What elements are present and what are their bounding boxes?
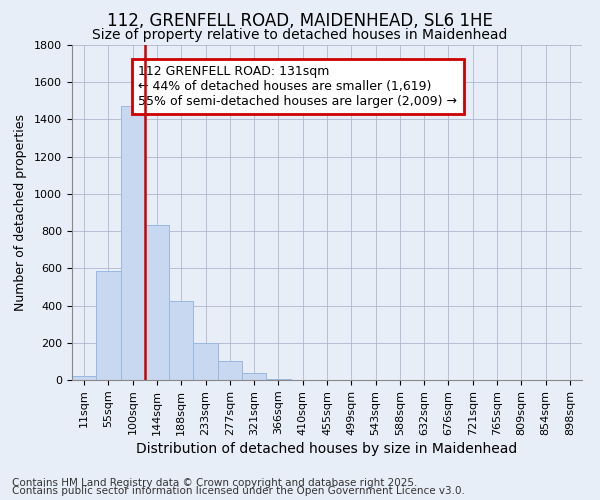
Y-axis label: Number of detached properties: Number of detached properties	[14, 114, 27, 311]
Text: Contains HM Land Registry data © Crown copyright and database right 2025.: Contains HM Land Registry data © Crown c…	[12, 478, 418, 488]
Text: 112 GRENFELL ROAD: 131sqm
← 44% of detached houses are smaller (1,619)
55% of se: 112 GRENFELL ROAD: 131sqm ← 44% of detac…	[139, 65, 457, 108]
X-axis label: Distribution of detached houses by size in Maidenhead: Distribution of detached houses by size …	[136, 442, 518, 456]
Bar	[242, 374, 266, 380]
Text: Size of property relative to detached houses in Maidenhead: Size of property relative to detached ho…	[92, 28, 508, 42]
Bar	[169, 301, 193, 380]
Bar	[72, 376, 96, 380]
Bar	[193, 343, 218, 380]
Bar	[96, 271, 121, 380]
Bar	[218, 362, 242, 380]
Bar	[145, 224, 169, 380]
Bar	[121, 106, 145, 380]
Text: Contains public sector information licensed under the Open Government Licence v3: Contains public sector information licen…	[12, 486, 465, 496]
Bar	[266, 379, 290, 380]
Text: 112, GRENFELL ROAD, MAIDENHEAD, SL6 1HE: 112, GRENFELL ROAD, MAIDENHEAD, SL6 1HE	[107, 12, 493, 30]
